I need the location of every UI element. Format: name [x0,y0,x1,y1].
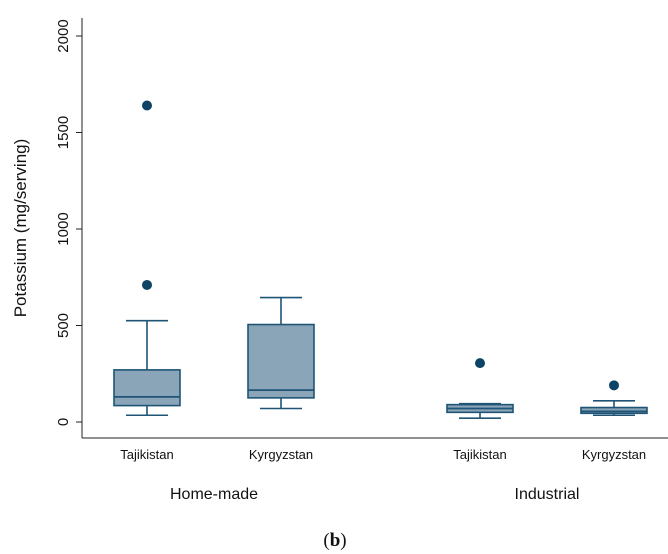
y-ticks: 0 500 1000 1500 2000 [55,19,82,426]
category-label: Tajikistan [453,447,506,462]
outlier-point [142,100,152,111]
iqr-box [580,406,648,415]
iqr-box [247,323,315,399]
panel-label: (b) [323,530,346,551]
category-labels: Tajikistan Kyrgyzstan Tajikistan Kyrgyzstan [120,447,646,462]
group-labels: Home-made Industrial [170,486,579,503]
group-label: Industrial [515,486,580,503]
outlier-point [475,358,485,369]
y-axis-title: Potassium (mg/serving) [11,139,30,318]
y-tick-label: 1500 [55,116,72,149]
y-tick-label: 500 [55,313,72,338]
group-label: Home-made [170,486,258,503]
panel-label-open: ( [323,530,329,551]
box-2 [247,296,315,410]
panel-label-close: ) [340,530,346,551]
y-tick-label: 0 [55,418,72,426]
box-1 [113,100,181,417]
outlier-point [609,380,619,391]
iqr-box [113,369,181,407]
outlier-point [142,279,152,290]
y-tick-label: 2000 [55,19,72,52]
category-label: Kyrgyzstan [582,447,646,462]
panel-label-letter: b [330,530,341,551]
box-4 [580,380,648,417]
boxes [113,100,648,419]
category-label: Kyrgyzstan [249,447,313,462]
y-tick-label: 1000 [55,212,72,245]
category-label: Tajikistan [120,447,173,462]
box-3 [446,358,514,419]
